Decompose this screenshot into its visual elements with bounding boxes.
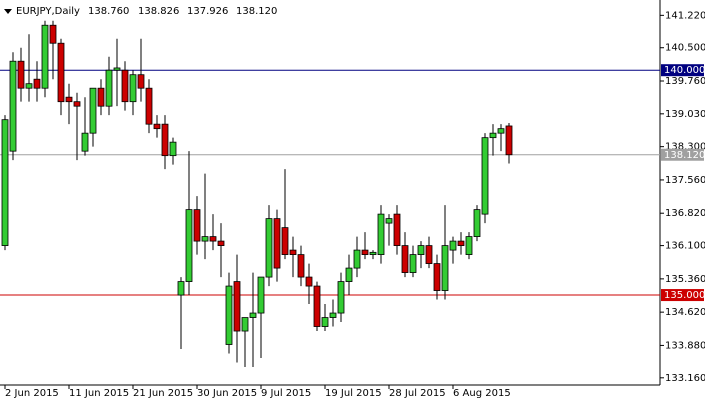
candle-body	[249, 312, 257, 318]
header-open: 138.760	[88, 6, 129, 17]
header-high: 138.826	[138, 6, 179, 17]
level-label: 135.000	[664, 290, 705, 301]
candle-body	[353, 249, 361, 269]
candle-body	[241, 317, 249, 332]
candle-body	[297, 254, 305, 278]
y-tick-label: 139.760	[665, 76, 705, 87]
candle-body	[289, 249, 297, 255]
candle-body	[73, 101, 81, 107]
candle-body	[57, 42, 65, 103]
candle-body	[217, 240, 225, 246]
candle-body	[113, 67, 121, 71]
header-close: 138.120	[236, 6, 277, 17]
candle-body	[505, 125, 513, 156]
x-tick-label: 9 Jul 2015	[261, 388, 311, 399]
candle-body	[489, 132, 497, 139]
candle-body	[329, 312, 337, 318]
y-tick-label: 133.880	[665, 340, 705, 351]
candle-body	[265, 218, 273, 278]
menu-arrow	[4, 9, 12, 14]
candle-body	[105, 69, 113, 107]
header-low: 137.926	[187, 6, 228, 17]
candle-body	[337, 281, 345, 314]
candle-body	[177, 281, 185, 296]
candle-body	[1, 119, 9, 246]
candle-body	[425, 245, 433, 264]
candle-body	[449, 240, 457, 251]
candle-body	[185, 209, 193, 282]
candle-body	[129, 74, 137, 103]
candle-body	[137, 74, 145, 89]
level-label-box	[661, 148, 704, 161]
candle-body	[209, 236, 217, 242]
y-tick-label: 133.160	[665, 373, 705, 384]
candle-body	[33, 78, 41, 89]
y-tick-label: 138.300	[665, 142, 705, 153]
candle-body	[81, 132, 89, 152]
candle-body	[161, 123, 169, 157]
x-tick-label: 19 Jul 2015	[325, 388, 382, 399]
candle-body	[345, 267, 353, 282]
y-tick-label: 141.220	[665, 10, 705, 21]
y-tick-label: 135.360	[665, 274, 705, 285]
candle-body	[193, 209, 201, 242]
candle-body	[257, 276, 265, 314]
candle-body	[281, 227, 289, 255]
y-tick-label: 134.620	[665, 307, 705, 318]
y-tick-label: 136.820	[665, 208, 705, 219]
x-tick-label: 11 Jun 2015	[69, 388, 129, 399]
candle-body	[145, 87, 153, 125]
candle-body	[305, 276, 313, 287]
candle-body	[401, 245, 409, 273]
candle-body	[169, 141, 177, 157]
candle-body	[465, 236, 473, 255]
candle-body	[497, 128, 505, 134]
candle-body	[473, 209, 481, 237]
candle-body	[369, 251, 377, 255]
symbol-title: EURJPY,Daily	[16, 6, 80, 17]
candle-body	[25, 83, 33, 89]
x-tick-label: 28 Jul 2015	[389, 388, 446, 399]
level-label-box	[661, 289, 704, 302]
x-tick-label: 30 Jun 2015	[197, 388, 257, 399]
candle-body	[273, 218, 281, 269]
candle-body	[393, 213, 401, 246]
y-tick-label: 137.560	[665, 175, 705, 186]
candle-body	[377, 213, 385, 255]
candle-body	[121, 69, 129, 103]
candle-body	[89, 87, 97, 134]
y-tick-label: 139.030	[665, 109, 705, 120]
candle-body	[41, 24, 49, 89]
candle-body	[321, 317, 329, 327]
candle-body	[97, 87, 105, 107]
x-tick-label: 2 Jun 2015	[5, 388, 59, 399]
candle-body	[417, 245, 425, 255]
candle-body	[313, 285, 321, 327]
candle-body	[457, 240, 465, 246]
candle-body	[441, 245, 449, 291]
candle-body	[225, 285, 233, 345]
candle-body	[361, 249, 369, 255]
candle-body	[433, 263, 441, 291]
x-tick-label: 6 Aug 2015	[453, 388, 511, 399]
x-tick-label: 21 Jun 2015	[133, 388, 193, 399]
y-tick-label: 136.100	[665, 241, 705, 252]
candle-body	[385, 218, 393, 224]
candle-body	[409, 254, 417, 273]
candle-body	[201, 236, 209, 242]
candle-body	[153, 123, 161, 130]
level-label: 140.000	[664, 65, 705, 76]
candle-body	[17, 60, 25, 89]
candle-body	[9, 60, 17, 152]
y-tick-label: 140.500	[665, 43, 705, 54]
candle-body	[481, 137, 489, 215]
candle-body	[49, 24, 57, 44]
candle-body	[65, 96, 73, 103]
level-label-box	[661, 64, 704, 77]
level-label: 138.120	[664, 150, 705, 161]
candle-body	[233, 281, 241, 332]
